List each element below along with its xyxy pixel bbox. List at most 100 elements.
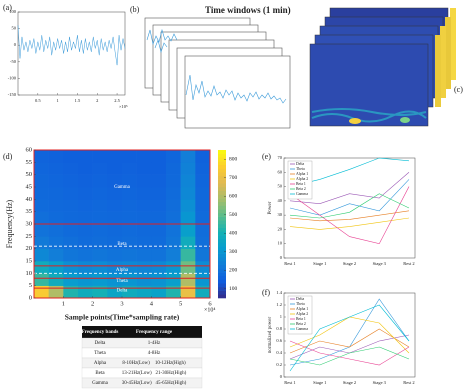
series-line — [289, 210, 410, 222]
heat-cell — [151, 150, 167, 163]
heat-cell — [34, 150, 49, 163]
heat-cell — [136, 261, 152, 274]
heat-cell — [107, 248, 123, 262]
table-cell: Theta — [94, 351, 106, 356]
heat-cell — [195, 248, 211, 262]
heat-cell — [78, 224, 93, 237]
heat-cell — [136, 187, 152, 200]
y-axis-label: Power — [268, 201, 273, 214]
x-tick-label: Rest 1 — [284, 261, 295, 266]
heat-cell — [166, 162, 181, 175]
heat-cell — [180, 261, 196, 274]
colorbar-step — [218, 172, 226, 177]
y-tick-label: 25 — [26, 233, 33, 240]
legend-box — [287, 295, 313, 335]
x-tick-label: Rest 2 — [403, 261, 414, 266]
table-header: Frequency range — [136, 330, 173, 335]
heat-cell — [136, 174, 152, 188]
colorbar-step — [218, 175, 226, 180]
window-signal — [146, 28, 287, 104]
spec-colorbar — [445, 17, 451, 89]
x-exponent: ×10⁵ — [119, 104, 128, 109]
heat-cell — [63, 285, 79, 299]
legend-label: Beta 1 — [296, 317, 306, 321]
heat-cell — [92, 162, 108, 175]
heat-cell — [107, 224, 123, 237]
y-tick-label: 45 — [26, 183, 33, 190]
heat-cell — [122, 199, 137, 212]
x-tick-label: Stage 1 — [313, 380, 326, 385]
heat-cell — [78, 199, 93, 212]
panel-label: (c) — [454, 85, 463, 94]
plot-area — [17, 11, 126, 96]
heat-cell — [180, 187, 196, 200]
colorbar-step — [218, 238, 226, 243]
y-tick-label: 5 — [29, 282, 32, 289]
spec-colorbar — [450, 8, 456, 80]
heat-cell — [107, 285, 123, 299]
y-axis-label: normalized power — [268, 317, 273, 354]
x-tick-label: 2 — [91, 300, 94, 307]
heat-cell — [195, 273, 211, 286]
panel-label: (d) — [3, 152, 13, 161]
series-line — [289, 186, 410, 245]
x-tick-label: Stage 1 — [313, 261, 326, 266]
colorbar-label: 500 — [229, 212, 238, 218]
heat-cell — [122, 261, 137, 274]
table-cell: 13-21Hz(Low) 21-30Hz(High) — [122, 371, 187, 376]
y-tick-label: 50 — [12, 26, 17, 31]
heat-cell — [92, 273, 108, 286]
heat-cell — [180, 174, 196, 188]
y-tick-label: 0 — [280, 255, 283, 260]
heat-cell — [78, 285, 93, 299]
y-tick-label: 0.2 — [276, 362, 282, 367]
heat-cell — [151, 248, 167, 262]
heat-cell — [78, 273, 93, 286]
heat-cell — [195, 174, 211, 188]
y-tick-label: 0.8 — [276, 326, 282, 331]
heat-cell — [122, 162, 137, 175]
colorbar-step — [218, 157, 226, 162]
heat-cell — [151, 187, 167, 200]
y-tick-label: -150 — [8, 92, 17, 97]
colorbar-step — [218, 253, 226, 258]
series-line — [289, 193, 410, 219]
colorbar-step — [218, 205, 226, 210]
table-cell: Gamma — [92, 381, 109, 386]
heat-cell — [78, 211, 93, 225]
heat-cell — [195, 150, 211, 163]
heat-cell — [180, 248, 196, 262]
heat-cell — [166, 273, 181, 286]
heat-cell — [48, 273, 64, 286]
series-line — [289, 346, 410, 366]
heat-cell — [136, 285, 152, 299]
heat-cell — [180, 211, 196, 225]
band-table: Frequency bands Frequency range Delta 1-4Hz… — [82, 326, 203, 389]
heat-cell — [180, 199, 196, 212]
series-line — [289, 172, 410, 205]
table-cell: Beta — [95, 371, 105, 376]
colorbar-label: 700 — [229, 175, 238, 181]
heat-cell — [48, 150, 64, 163]
colorbar-step — [218, 272, 226, 277]
colorbar-step — [218, 220, 226, 225]
legend-label: Delta — [296, 162, 305, 166]
legend-label: Beta 2 — [296, 322, 306, 326]
heat-cell — [180, 162, 196, 175]
heat-cell — [136, 162, 152, 175]
y-tick-label: 20 — [278, 226, 283, 231]
heat-cell — [136, 224, 152, 237]
colorbar-step — [218, 201, 226, 206]
table-header: Frequency bands — [82, 330, 119, 335]
heat-cell — [34, 236, 49, 249]
colorbar-step — [218, 261, 226, 265]
y-tick-label: 0.4 — [276, 350, 282, 355]
colorbar-step — [218, 224, 226, 228]
heat-cell — [195, 199, 211, 212]
colorbar-step — [218, 227, 226, 232]
heat-cell — [34, 211, 49, 225]
heat-cell — [48, 162, 64, 175]
heat-cell — [63, 162, 79, 175]
heat-cell — [78, 236, 93, 249]
